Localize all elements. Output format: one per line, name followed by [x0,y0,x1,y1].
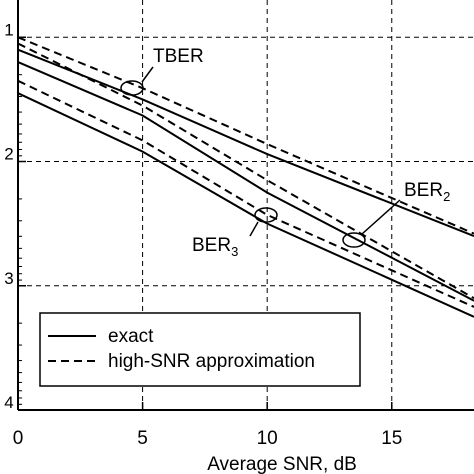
annotation-ber2-marker [342,232,366,248]
annotation-ber3-marker [254,207,278,223]
x-tick-label: 15 [381,428,402,449]
annotation-ber2-leader [361,199,401,235]
legend: exact high-SNR approximation [39,312,361,387]
tick-labels: 0 5 10 15 1 2 3 4 [4,20,402,449]
annotation-ber2-text: BER2 [404,180,450,204]
y-tick-label: 2 [4,145,13,164]
annotation-ber2-base: BER [404,180,443,201]
y-tick-label: 4 [4,393,13,412]
annotation-ber3: BER3 [192,207,278,259]
x-tick-label: 5 [137,428,148,449]
series-ber3-exact [17,92,474,318]
y-tick-label: 1 [4,20,13,39]
annotation-tber-leader [141,66,154,83]
axes [17,0,474,411]
annotation-tber: TBER [120,46,204,96]
annotation-ber3-base: BER [192,235,231,256]
annotation-ber3-leader [249,221,259,237]
series-ber2-approx [17,42,474,300]
annotation-tber-marker [120,80,144,96]
annotation-tber-text: TBER [153,46,204,67]
x-tick-label: 10 [257,428,278,449]
grid [18,0,474,410]
annotation-ber3-text: BER3 [192,235,238,259]
legend-exact-label: exact [108,326,154,347]
legend-approx-label: high-SNR approximation [108,351,315,372]
series-ber2-exact [17,61,474,302]
annotation-ber2: BER2 [342,180,450,248]
series-ber3-approx [17,79,474,308]
series-lines [17,36,474,318]
series-tber-approx [17,36,474,235]
x-axis-label: Average SNR, dB [207,454,357,474]
annotation-ber3-subscript: 3 [231,244,238,259]
y-tick-label: 3 [4,269,13,288]
annotation-ber2-subscript: 2 [443,189,450,204]
x-tick-label: 0 [13,428,24,449]
legend-box [39,312,361,387]
